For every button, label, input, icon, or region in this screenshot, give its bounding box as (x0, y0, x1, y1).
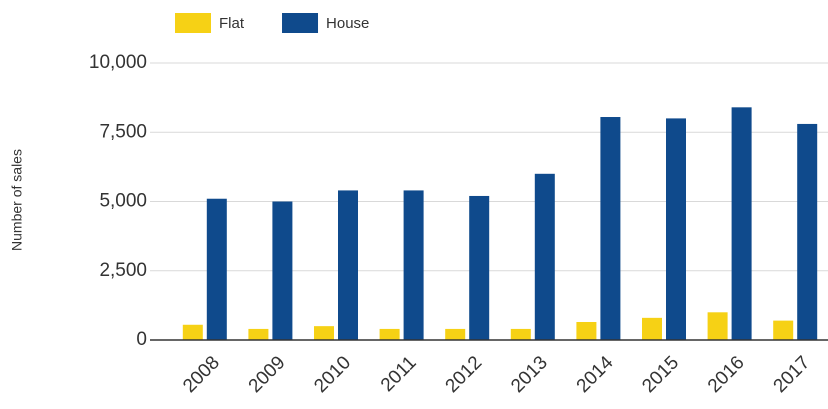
x-tick-label: 2010 (310, 352, 355, 397)
y-tick-label: 5,000 (99, 191, 147, 212)
y-axis-label: Number of sales (9, 149, 25, 251)
legend-label: Flat (219, 15, 245, 32)
bar (773, 320, 794, 340)
x-tick-label: 2014 (573, 352, 618, 397)
bar (314, 326, 334, 340)
bar (182, 324, 203, 340)
bar (731, 107, 752, 340)
bar (600, 117, 621, 340)
legend-swatch (175, 13, 211, 33)
x-tick-label: 2012 (442, 352, 487, 397)
bar (272, 201, 293, 340)
x-tick-label: 2017 (770, 352, 815, 397)
bar (248, 328, 269, 340)
bar (445, 328, 466, 340)
bar (666, 118, 686, 341)
legend-label: House (326, 15, 369, 32)
bar (576, 321, 597, 340)
bar (469, 195, 490, 340)
y-tick-label: 2,500 (99, 260, 147, 281)
x-tick-label: 2008 (179, 352, 224, 397)
x-tick-label: 2016 (704, 352, 749, 397)
bar (379, 328, 400, 340)
bar (338, 190, 358, 340)
bar (707, 312, 728, 340)
bar (403, 190, 424, 340)
y-tick-label: 10,000 (89, 52, 147, 73)
bar (797, 123, 818, 340)
y-tick-label: 0 (136, 329, 147, 350)
y-tick-label: 7,500 (99, 121, 147, 142)
x-tick-label: 2013 (507, 352, 552, 397)
bar (534, 173, 555, 340)
bar (206, 198, 227, 340)
bar (642, 317, 662, 340)
x-tick-label: 2009 (245, 352, 290, 397)
legend-swatch (282, 13, 319, 33)
x-tick-label: 2011 (377, 352, 421, 396)
bar (510, 328, 531, 340)
x-tick-label: 2015 (638, 352, 683, 397)
